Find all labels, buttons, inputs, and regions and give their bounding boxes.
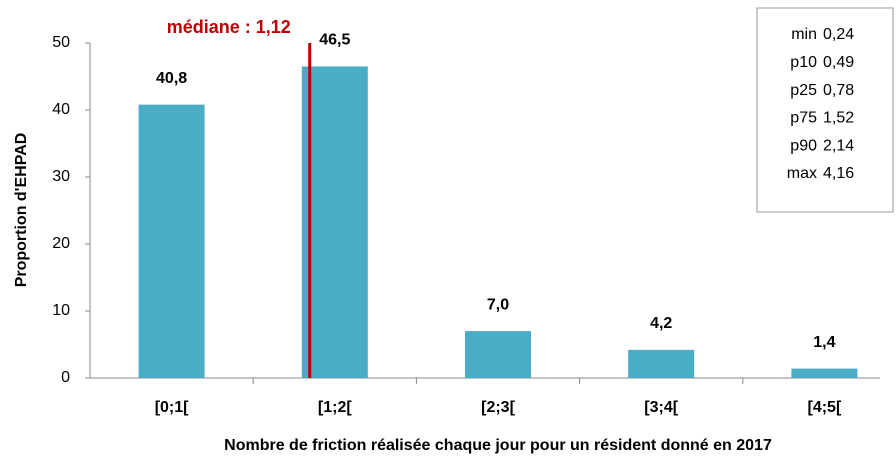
x-tick-label: [0;1[ bbox=[155, 399, 189, 416]
median-label: médiane : 1,12 bbox=[167, 17, 291, 37]
stat-name: min bbox=[791, 26, 817, 43]
bar bbox=[465, 331, 531, 378]
stats-box bbox=[756, 7, 894, 213]
x-tick-label: [3;4[ bbox=[644, 399, 678, 416]
y-tick-label: 40 bbox=[52, 101, 70, 118]
stat-name: p75 bbox=[790, 110, 817, 127]
x-tick-label: [4;5[ bbox=[808, 399, 842, 416]
stat-name: max bbox=[787, 165, 817, 182]
bar bbox=[628, 349, 695, 378]
x-axis-title: Nombre de friction réalisée chaque jour … bbox=[224, 437, 772, 454]
data-label: 46,5 bbox=[319, 32, 350, 49]
x-tick-label: [1;2[ bbox=[318, 399, 352, 416]
y-axis-title: Proportion d'EHPAD bbox=[13, 133, 30, 288]
stat-value: 2,14 bbox=[823, 137, 854, 154]
data-label: 40,8 bbox=[156, 70, 187, 87]
stat-name: p25 bbox=[790, 82, 817, 99]
stat-value: 1,52 bbox=[823, 110, 854, 127]
x-tick-label: [2;3[ bbox=[481, 399, 515, 416]
data-label: 7,0 bbox=[487, 296, 509, 313]
stat-value: 4,16 bbox=[823, 165, 854, 182]
y-tick-label: 50 bbox=[52, 34, 70, 51]
bar bbox=[138, 104, 205, 378]
stat-value: 0,24 bbox=[823, 26, 854, 43]
y-tick-label: 10 bbox=[52, 302, 70, 319]
stat-name: p10 bbox=[790, 54, 817, 71]
y-tick-label: 30 bbox=[52, 168, 70, 185]
y-tick-label: 20 bbox=[52, 235, 70, 252]
stat-name: p90 bbox=[790, 137, 817, 154]
data-label: 1,4 bbox=[813, 334, 835, 351]
stat-value: 0,78 bbox=[823, 82, 854, 99]
y-tick-label: 0 bbox=[61, 369, 70, 386]
bar bbox=[301, 66, 368, 378]
bar bbox=[791, 368, 858, 378]
stat-value: 0,49 bbox=[823, 54, 854, 71]
data-label: 4,2 bbox=[650, 315, 672, 332]
